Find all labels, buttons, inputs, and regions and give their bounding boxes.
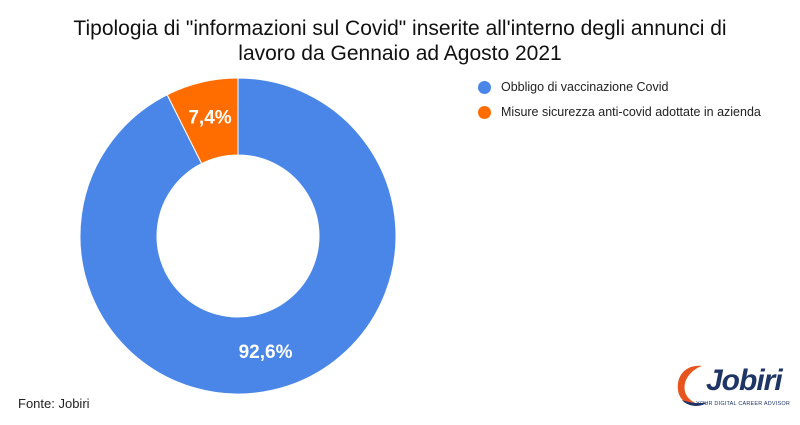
source-note: Fonte: Jobiri [18,396,90,411]
legend-label-obbligo: Obbligo di vaccinazione Covid [501,80,669,94]
logo-wordmark: Jobiri [706,364,783,397]
slice-label-misure: 7,4% [188,107,231,128]
legend-item-misure: Misure sicurezza anti-covid adottate in … [478,101,761,123]
legend-label-misure: Misure sicurezza anti-covid adottate in … [501,105,761,119]
slice-label-obbligo: 92,6% [239,342,293,363]
legend-item-obbligo: Obbligo di vaccinazione Covid [478,76,761,98]
chart-title: Tipologia di "informazioni sul Covid" in… [0,16,800,66]
slice-obbligo [79,77,397,395]
legend-swatch-misure [478,105,491,119]
logo-tagline: YOUR DIGITAL CAREER ADVISOR [696,401,791,407]
chart-legend: Obbligo di vaccinazione Covid Misure sic… [478,76,761,126]
jobiri-swoosh-icon [677,365,708,406]
jobiri-logo: Jobiri YOUR DIGITAL CAREER ADVISOR [672,360,790,415]
slice-misure [166,77,239,165]
legend-swatch-obbligo [478,80,491,94]
chart-title-line-2: lavoro da Gennaio ad Agosto 2021 [238,42,562,65]
chart-title-line-1: Tipologia di "informazioni sul Covid" in… [73,17,727,40]
